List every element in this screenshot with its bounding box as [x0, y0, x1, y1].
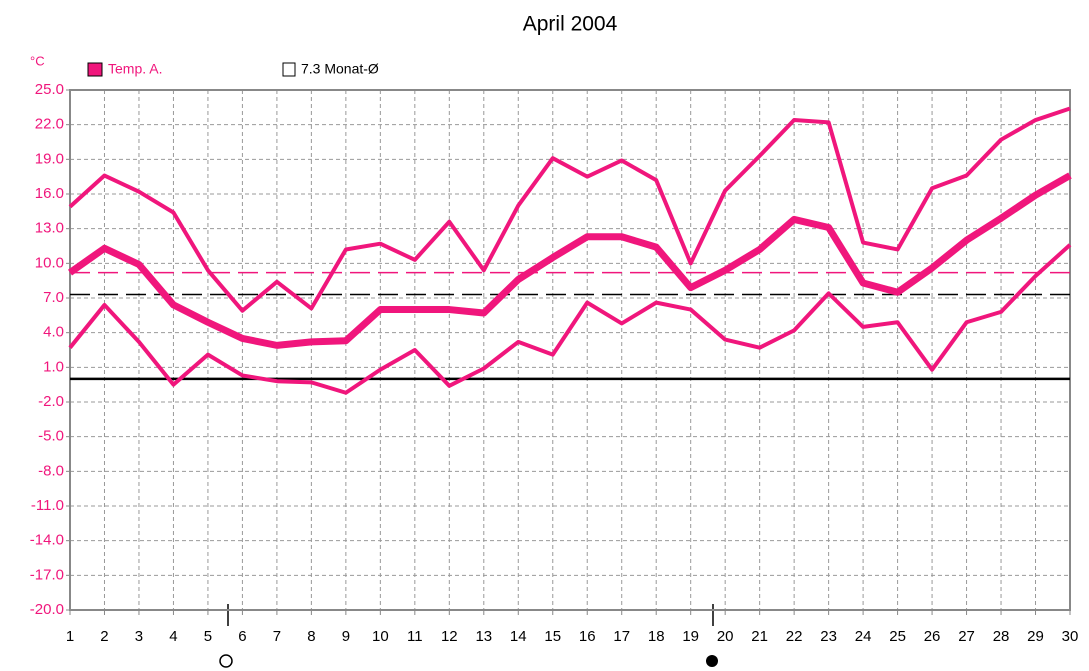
x-tick-label: 14 — [510, 628, 527, 645]
x-tick-label: 1 — [66, 628, 74, 645]
y-tick-label: -14.0 — [30, 532, 64, 549]
x-tick-label: 21 — [751, 628, 768, 645]
x-tick-label: 3 — [135, 628, 143, 645]
y-unit: °C — [30, 53, 45, 68]
x-tick-label: 27 — [958, 628, 975, 645]
x-tick-label: 28 — [993, 628, 1010, 645]
legend-swatch — [282, 62, 296, 77]
y-tick-label: -11.0 — [31, 497, 64, 514]
x-tick-label: 19 — [682, 628, 699, 645]
x-tick-label: 8 — [307, 628, 315, 645]
x-tick-label: 15 — [544, 628, 561, 645]
x-tick-label: 30 — [1062, 628, 1079, 645]
y-tick-label: 22.0 — [35, 116, 64, 133]
x-tick-label: 20 — [717, 628, 734, 645]
x-tick-label: 11 — [407, 628, 423, 645]
y-tick-label: 25.0 — [35, 81, 64, 98]
y-tick-label: 10.0 — [35, 254, 64, 271]
legend-label: 7.3 Monat-Ø — [301, 61, 379, 77]
x-tick-label: 24 — [855, 628, 872, 645]
x-tick-label: 23 — [820, 628, 837, 645]
y-tick-label: -2.0 — [38, 393, 64, 410]
moon-markers — [219, 604, 718, 668]
series-line — [68, 243, 1072, 395]
x-tick-label: 13 — [475, 628, 492, 645]
x-tick-label: 25 — [889, 628, 906, 645]
y-tick-label: 4.0 — [43, 324, 64, 341]
y-tick-label: 16.0 — [35, 185, 64, 202]
y-tick-label: 7.0 — [43, 289, 64, 306]
x-tick-label: 12 — [441, 628, 458, 645]
y-tick-label: 1.0 — [43, 358, 64, 375]
x-tick-label: 4 — [169, 628, 177, 645]
x-tick-label: 26 — [924, 628, 941, 645]
x-tick-label: 17 — [613, 628, 630, 645]
y-tick-label: -8.0 — [38, 462, 64, 479]
legend-swatch — [87, 62, 103, 77]
x-tick-label: 22 — [786, 628, 803, 645]
x-tick-label: 5 — [204, 628, 212, 645]
x-tick-label: 29 — [1027, 628, 1044, 645]
x-tick-label: 6 — [238, 628, 246, 645]
x-tick-label: 16 — [579, 628, 596, 645]
series-line — [67, 172, 1072, 349]
series-line — [68, 106, 1071, 313]
y-tick-label: -20.0 — [30, 601, 64, 618]
plot-frame — [69, 89, 1071, 611]
full-moon — [219, 654, 233, 668]
y-tick-label: -5.0 — [38, 428, 64, 445]
x-tick-label: 9 — [342, 628, 350, 645]
x-tick-label: 2 — [100, 628, 108, 645]
legend-label: Temp. A. — [108, 61, 162, 77]
y-tick-label: 13.0 — [35, 220, 64, 237]
x-tick-label: 18 — [648, 628, 665, 645]
x-tick-label: 7 — [273, 628, 281, 645]
new-moon — [706, 655, 718, 667]
x-tick-label: 10 — [372, 628, 389, 645]
y-tick-label: 19.0 — [35, 150, 64, 167]
y-tick-label: -17.0 — [30, 566, 64, 583]
chart-title: April 2004 — [523, 13, 618, 36]
